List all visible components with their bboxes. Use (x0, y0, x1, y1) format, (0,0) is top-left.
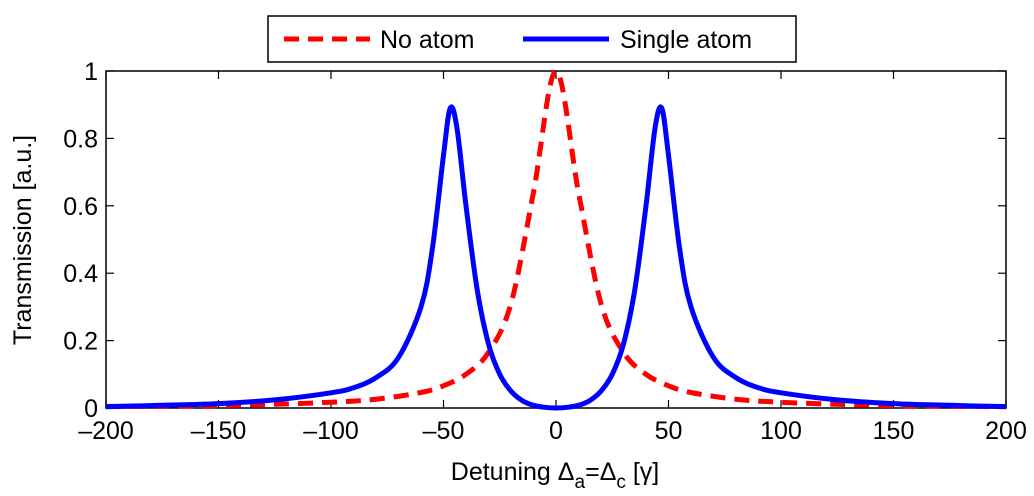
y-tick-label: 0 (84, 395, 98, 423)
series-line-no-atom (105, 68, 1007, 410)
x-tick-label: 50 (655, 417, 683, 445)
plot-frame (105, 70, 1007, 409)
x-tick-label: –50 (423, 417, 465, 445)
y-tick-label: 0.4 (63, 260, 98, 288)
y-tick-label: 1 (84, 58, 98, 86)
x-tick-label: 200 (985, 417, 1027, 445)
series-layer (105, 68, 1007, 411)
y-tick-label: 0.6 (63, 193, 98, 221)
y-tick-label: 0.8 (63, 125, 98, 153)
x-tick-label: –200 (78, 417, 134, 445)
x-axis-label: Detuning Δa=Δc [γ] (451, 458, 659, 493)
y-axis-label: Transmission [a.u.] (9, 135, 37, 345)
legend-label-single-atom: Single atom (620, 26, 752, 54)
x-tick-label: 0 (549, 417, 563, 445)
x-tick-label: 150 (873, 417, 915, 445)
x-tick-label: –100 (303, 417, 359, 445)
axis-ticks: –200 –150 –100 –50 0 50 100 150 200 0 0.2 0.4 0.6 0.8… (63, 58, 1027, 445)
x-tick-label: 100 (760, 417, 802, 445)
legend-label-no-atom: No atom (380, 26, 474, 54)
x-tick-label: –150 (191, 417, 247, 445)
y-tick-label: 0.2 (63, 328, 98, 356)
series-line-single-atom (105, 104, 1007, 411)
legend: No atom Single atom (267, 15, 797, 63)
